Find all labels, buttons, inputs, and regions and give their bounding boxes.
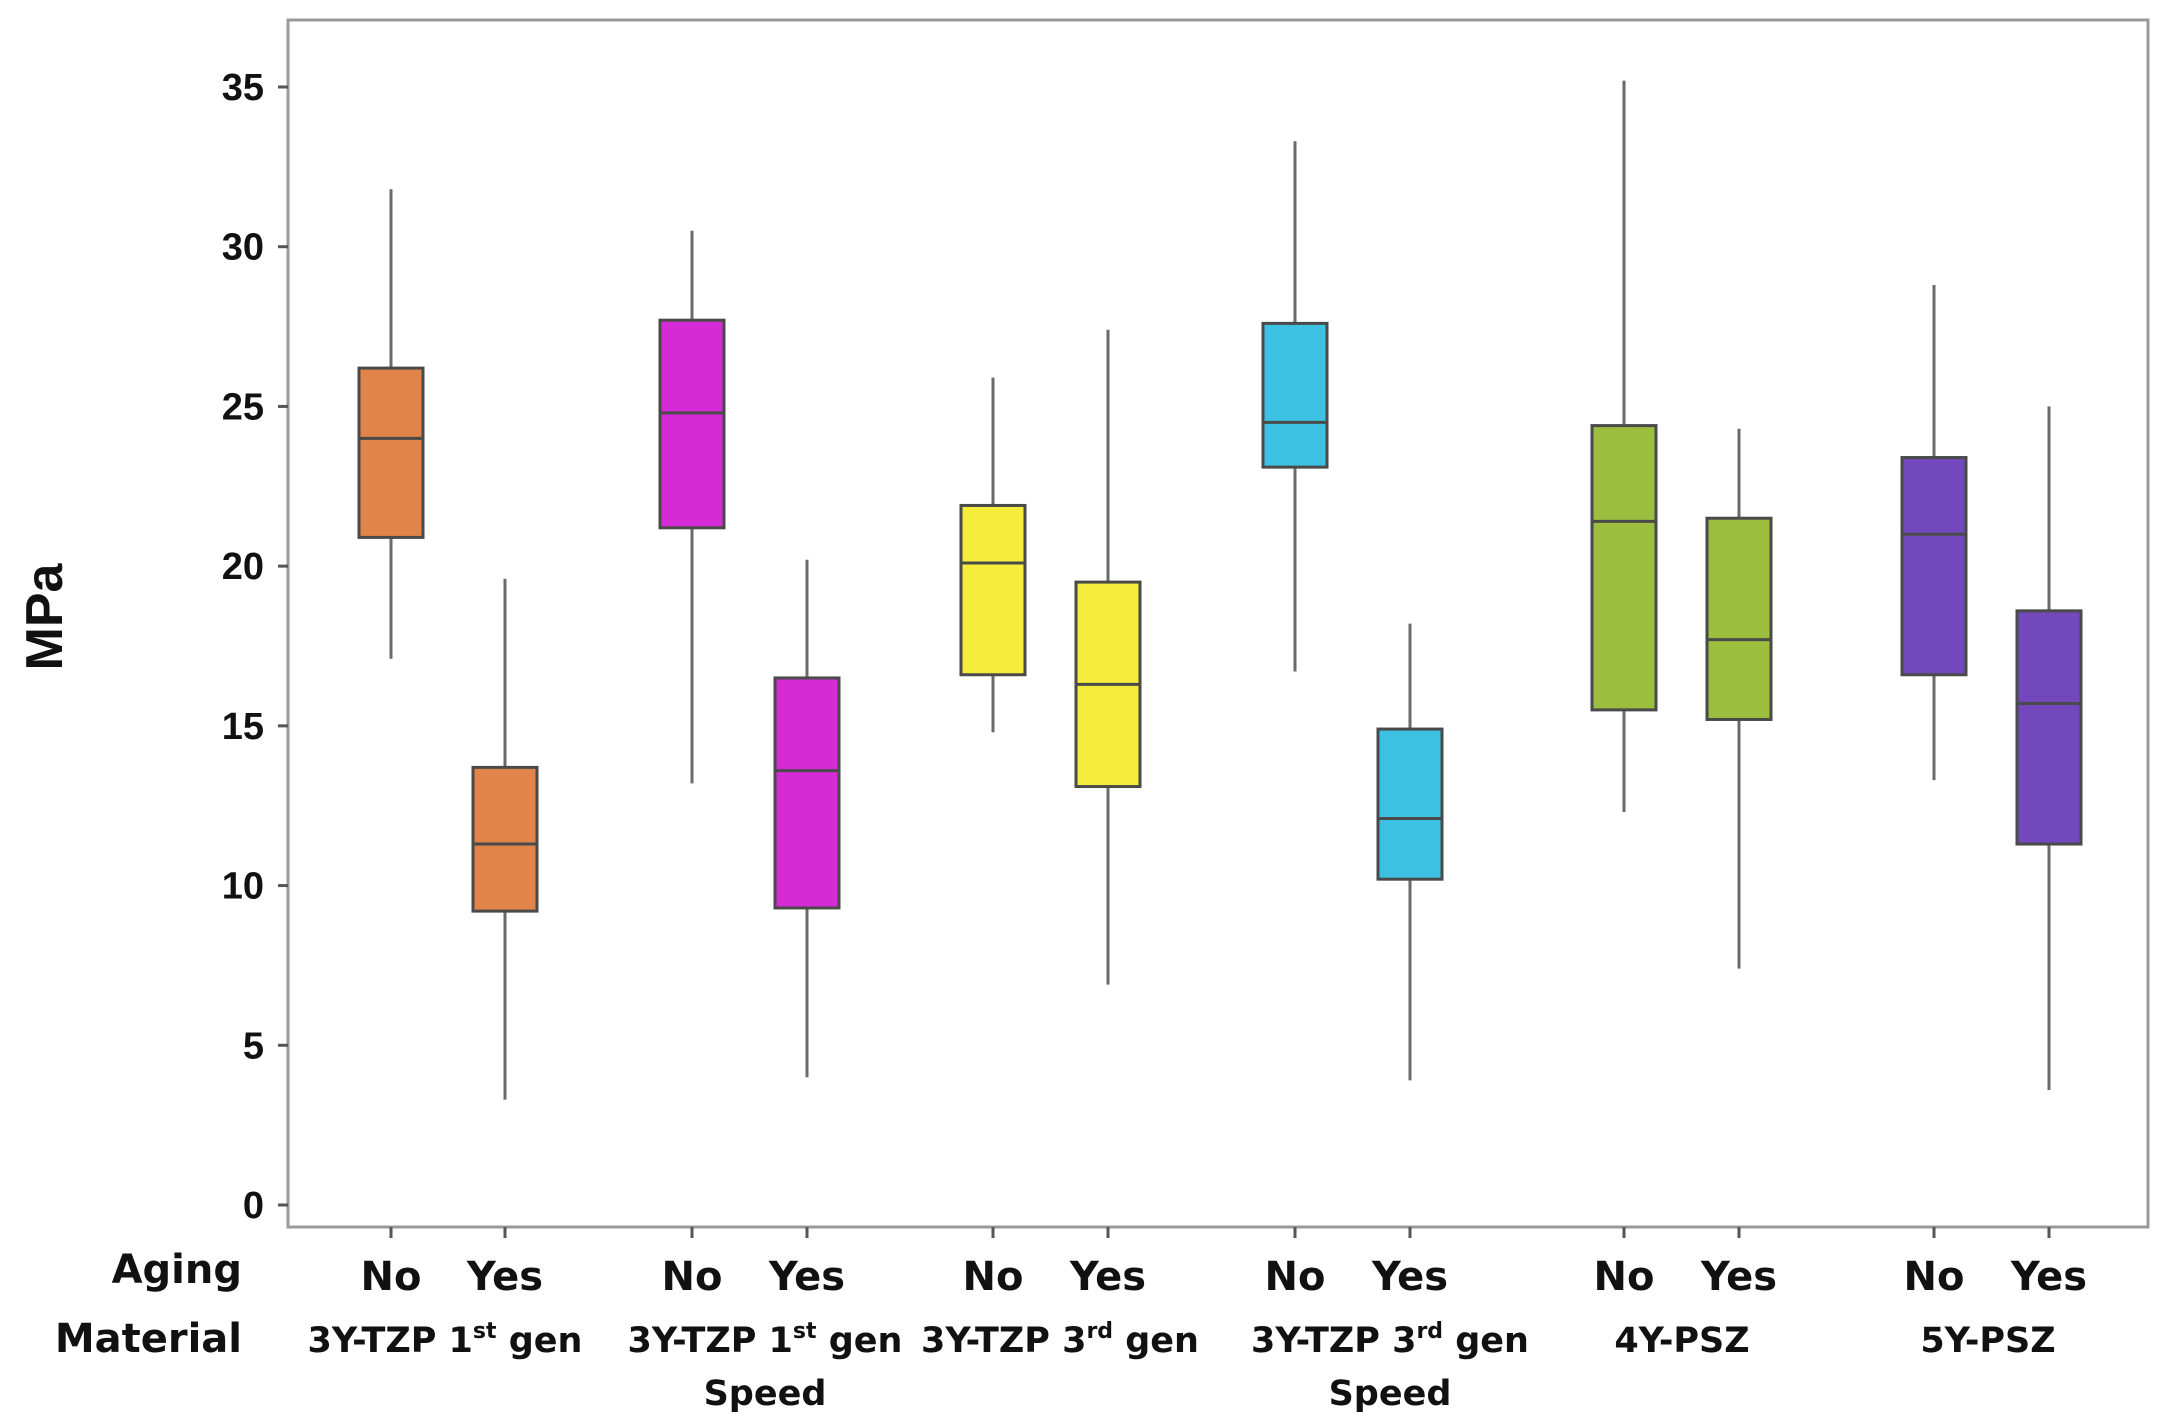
box-group [1590, 80, 1773, 969]
box-iqr [1261, 321, 1329, 469]
y-tick-label: 35 [222, 67, 264, 109]
box-iqr [357, 366, 425, 539]
y-tick-label: 20 [222, 546, 264, 588]
box-group [658, 230, 841, 1078]
x-tick-label-aging: Yes [2010, 1254, 2087, 1300]
box-iqr [471, 765, 539, 913]
x-tick-label-aging: No [963, 1254, 1024, 1300]
x-tick-label-aging: No [1904, 1254, 1965, 1300]
x-tick-label-aging: No [361, 1254, 422, 1300]
x-tick-label-material: 4Y-PSZ [1614, 1321, 1749, 1361]
x-tick-label-material-line2: Speed [704, 1374, 827, 1414]
box-iqr [658, 318, 726, 530]
x-tick-label-aging: Yes [1069, 1254, 1146, 1300]
x-tick-label-aging: No [1594, 1254, 1655, 1300]
y-tick-label: 25 [222, 386, 264, 428]
x-tick-label-material: 3Y-TZP 3rd gen [1251, 1319, 1529, 1361]
box-group [1261, 141, 1444, 1081]
box-group [357, 189, 539, 1100]
y-tick-label: 5 [243, 1025, 264, 1067]
x-tick-label-aging: No [1265, 1254, 1326, 1300]
box-group [959, 329, 1142, 985]
box-group [1900, 285, 2083, 1091]
box-iqr [1590, 424, 1658, 712]
y-tick-label: 0 [243, 1185, 264, 1227]
y-tick-label: 15 [222, 706, 264, 748]
x-tick-label-aging: Yes [1700, 1254, 1777, 1300]
x-tick-label-aging: Yes [466, 1254, 543, 1300]
x-tick-label-material-line2: Speed [1329, 1374, 1452, 1414]
x-axis: No Yes 3Y-TZP 1st gen No Yes 3Y-TZP 1st gen Sp… [308, 1227, 2087, 1414]
y-axis: 0 5 10 15 20 25 30 35 [222, 67, 288, 1227]
y-tick-label: 10 [222, 866, 264, 908]
box-iqr [1900, 456, 1968, 677]
box-iqr [1705, 516, 1773, 721]
x-tick-label-material: 5Y-PSZ [1920, 1321, 2055, 1361]
x-tick-label-aging: Yes [768, 1254, 845, 1300]
x-tick-label-aging: Yes [1371, 1254, 1448, 1300]
box-iqr [959, 503, 1027, 677]
box-series [357, 80, 2083, 1100]
box-iqr [2015, 609, 2083, 846]
plot-frame [286, 18, 2150, 1229]
x-tick-label-material: 3Y-TZP 1st gen [628, 1319, 903, 1361]
box-iqr [773, 676, 841, 910]
y-axis-title: MPa [16, 562, 74, 670]
x-tick-label-material: 3Y-TZP 3rd gen [921, 1319, 1199, 1361]
x-tick-label-material: 3Y-TZP 1st gen [308, 1319, 583, 1361]
aging-row-label: Aging [112, 1247, 242, 1293]
y-tick-label: 30 [222, 227, 264, 269]
box-iqr [1376, 727, 1444, 881]
x-tick-label-aging: No [662, 1254, 723, 1300]
material-row-label: Material [55, 1316, 242, 1362]
